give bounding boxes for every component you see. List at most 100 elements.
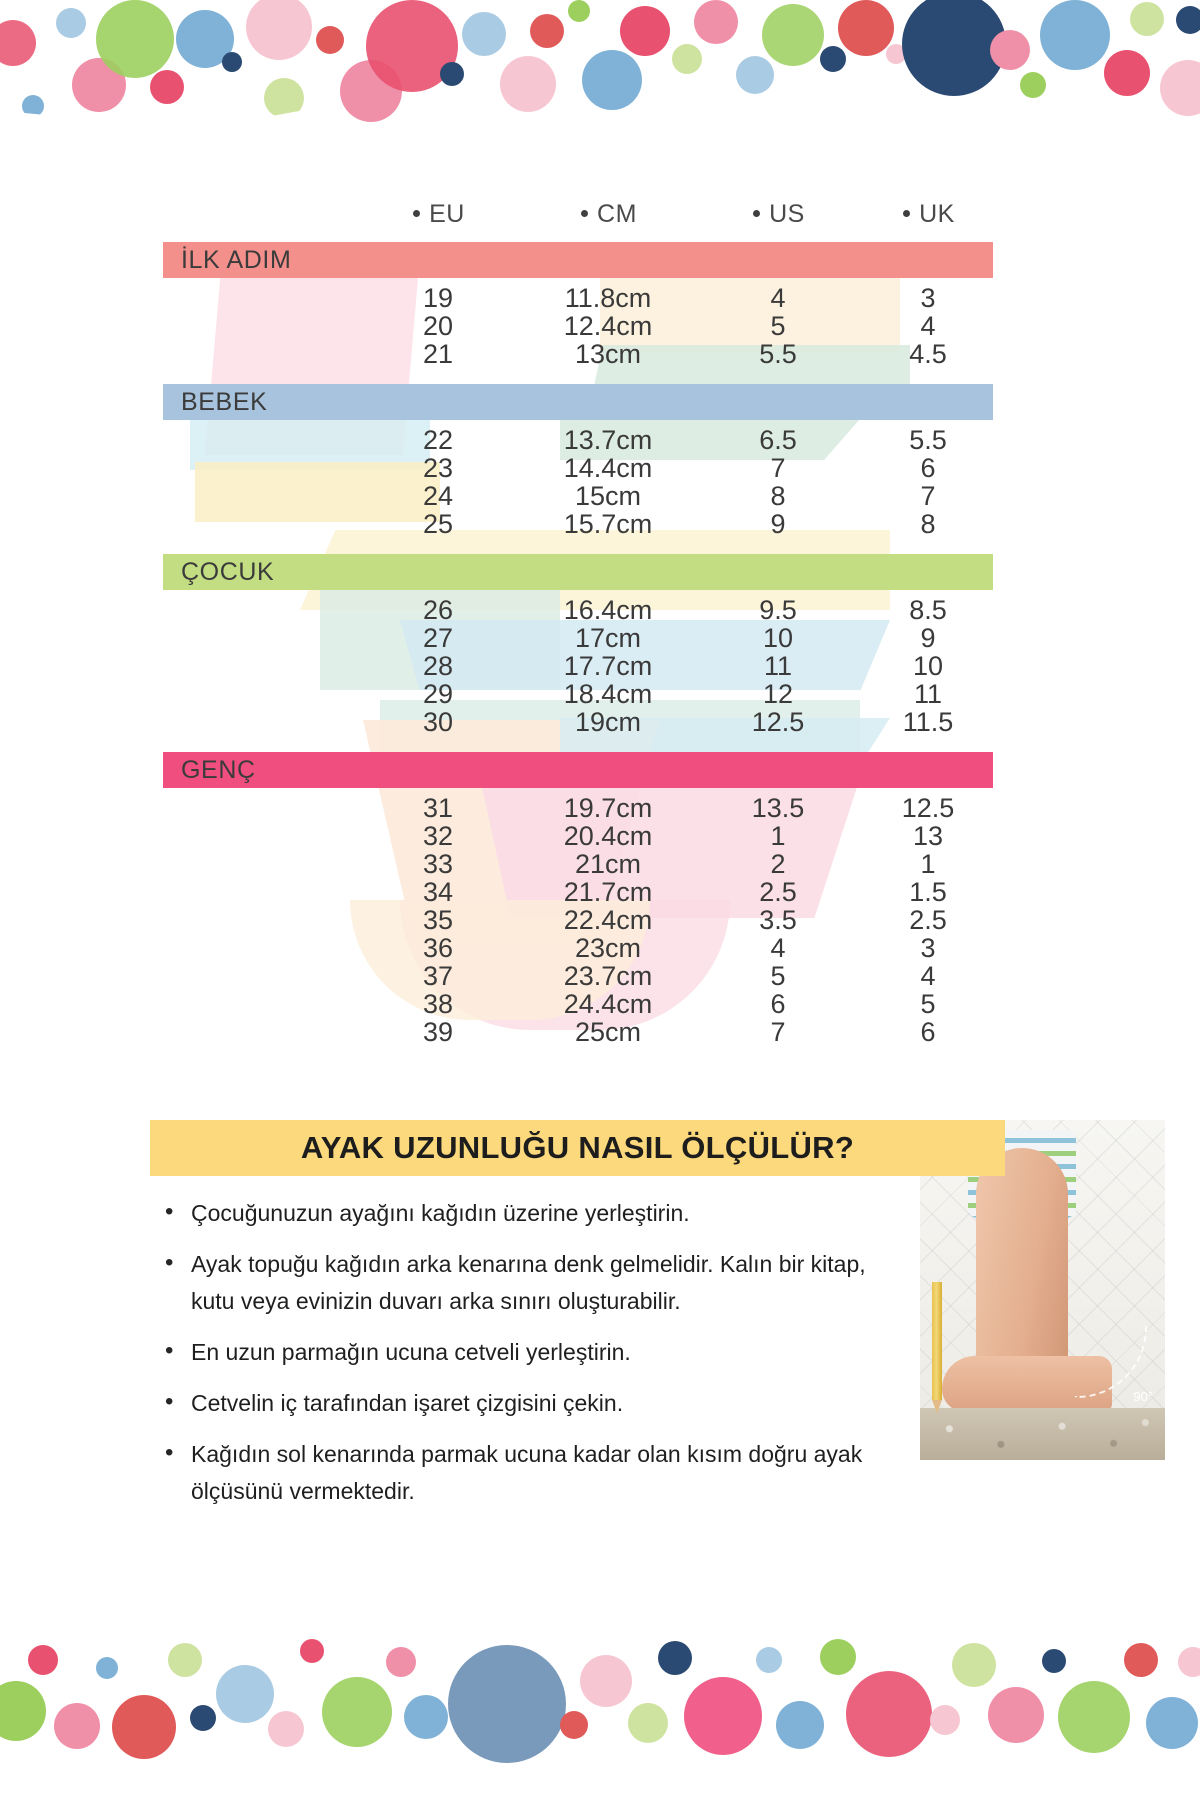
- cell-uk: 13: [912, 820, 944, 851]
- bullet-icon: •: [165, 1388, 174, 1415]
- table-header-row: EU CM US UK: [163, 200, 1003, 242]
- cell-us: 1: [770, 820, 786, 851]
- cell-uk: 5: [920, 988, 936, 1019]
- column-header-cm: CM: [513, 200, 703, 229]
- cell-us: 9.5: [759, 594, 797, 625]
- cell-eu: 26: [422, 594, 454, 625]
- cell-uk: 11.5: [902, 706, 954, 737]
- cell-uk: 5.5: [909, 424, 947, 455]
- cell-eu: 19: [422, 282, 454, 313]
- size-table: EU CM US UK İLK ADIM 19 11.8cm 4 3 20 12.4cm 5 4…: [163, 200, 1003, 1062]
- cell-eu: 25: [422, 508, 454, 539]
- instruction-text: Cetvelin iç tarafından işaret çizgisini …: [191, 1390, 624, 1416]
- table-row: 25 15.7cm 9 8: [163, 508, 1003, 539]
- foot-measurement-photo: 90°: [920, 1120, 1165, 1460]
- cell-us: 6: [770, 988, 786, 1019]
- cell-eu: 29: [422, 678, 454, 709]
- column-header-uk: UK: [853, 200, 1003, 229]
- column-header-eu-label: EU: [429, 200, 465, 228]
- table-row: 20 12.4cm 5 4: [163, 310, 1003, 341]
- cell-eu: 37: [422, 960, 454, 991]
- cell-uk: 9: [920, 622, 936, 653]
- cell-cm: 23cm: [574, 932, 642, 963]
- cell-us: 11: [763, 650, 793, 681]
- table-groups: İLK ADIM 19 11.8cm 4 3 20 12.4cm 5 4 21 13cm 5.5 4.5…: [163, 242, 1003, 1062]
- column-header-us: US: [703, 200, 853, 229]
- cell-eu: 33: [422, 848, 454, 879]
- cell-cm: 19.7cm: [563, 792, 653, 823]
- cell-cm: 13cm: [574, 338, 642, 369]
- cell-cm: 24.4cm: [563, 988, 653, 1019]
- cell-uk: 2.5: [909, 904, 947, 935]
- cell-uk: 3: [920, 932, 936, 963]
- group-rows-3: 31 19.7cm 13.5 12.5 32 20.4cm 1 13 33 21cm 2 1 34 21.…: [163, 788, 1003, 1052]
- instruction-text: En uzun parmağın ucuna cetveli yerleştir…: [191, 1339, 631, 1365]
- table-row: 35 22.4cm 3.5 2.5: [163, 904, 1003, 935]
- cell-uk: 6: [920, 1016, 936, 1047]
- instruction-item: • En uzun parmağın ucuna cetveli yerleşti…: [165, 1334, 895, 1371]
- bullet-icon: [903, 210, 911, 218]
- cell-cm: 11.8cm: [564, 282, 652, 313]
- cell-us: 12: [762, 678, 794, 709]
- table-row: 34 21.7cm 2.5 1.5: [163, 876, 1003, 907]
- table-row: 21 13cm 5.5 4.5: [163, 338, 1003, 369]
- cell-us: 5: [770, 960, 786, 991]
- cell-us: 7: [770, 1016, 786, 1047]
- instruction-item: • Kağıdın sol kenarında parmak ucuna kada…: [165, 1436, 895, 1510]
- cell-us: 4: [770, 932, 786, 963]
- cell-us: 6.5: [759, 424, 797, 455]
- cell-uk: 7: [920, 480, 936, 511]
- cell-us: 12.5: [751, 706, 805, 737]
- floor: [920, 1408, 1165, 1460]
- column-header-uk-label: UK: [919, 200, 955, 228]
- cell-uk: 3: [920, 282, 936, 313]
- instructions-list: • Çocuğunuzun ayağını kağıdın üzerine yer…: [165, 1195, 895, 1524]
- angle-label: 90°: [1133, 1389, 1153, 1404]
- cell-eu: 30: [422, 706, 454, 737]
- table-row: 37 23.7cm 5 4: [163, 960, 1003, 991]
- cell-us: 2: [770, 848, 786, 879]
- group-rows-0: 19 11.8cm 4 3 20 12.4cm 5 4 21 13cm 5.5 4.5: [163, 278, 1003, 374]
- instruction-text: Çocuğunuzun ayağını kağıdın üzerine yerl…: [191, 1200, 690, 1226]
- bullet-icon: [753, 210, 761, 218]
- table-row: 38 24.4cm 6 5: [163, 988, 1003, 1019]
- cell-uk: 4: [920, 960, 936, 991]
- cell-cm: 14.4cm: [563, 452, 653, 483]
- instruction-text: Ayak topuğu kağıdın arka kenarına denk g…: [191, 1251, 866, 1314]
- table-row: 24 15cm 8 7: [163, 480, 1003, 511]
- bullet-icon: •: [165, 1439, 174, 1466]
- cell-us: 5: [770, 310, 786, 341]
- cell-us: 2.5: [759, 876, 797, 907]
- cell-uk: 4: [920, 310, 936, 341]
- bullet-icon: •: [165, 1249, 174, 1276]
- instruction-item: • Çocuğunuzun ayağını kağıdın üzerine yer…: [165, 1195, 895, 1232]
- cell-eu: 31: [422, 792, 454, 823]
- cell-cm: 12.4cm: [563, 310, 653, 341]
- how-to-measure-banner: AYAK UZUNLUĞU NASIL ÖLÇÜLÜR?: [150, 1120, 1005, 1176]
- cell-us: 13.5: [751, 792, 805, 823]
- cell-cm: 19cm: [574, 706, 642, 737]
- table-row: 36 23cm 4 3: [163, 932, 1003, 963]
- cell-us: 10: [762, 622, 794, 653]
- table-row: 26 16.4cm 9.5 8.5: [163, 594, 1003, 625]
- table-row: 28 17.7cm 11 10: [163, 650, 1003, 681]
- group-gap: [163, 742, 1003, 752]
- group-header-1: BEBEK: [163, 384, 993, 420]
- how-to-measure-title: AYAK UZUNLUĞU NASIL ÖLÇÜLÜR?: [300, 1130, 855, 1165]
- table-row: 29 18.4cm 12 11: [163, 678, 1003, 709]
- bullet-icon: •: [165, 1198, 174, 1225]
- group-header-0: İLK ADIM: [163, 242, 993, 278]
- table-row: 27 17cm 10 9: [163, 622, 1003, 653]
- cell-eu: 38: [422, 988, 454, 1019]
- cell-uk: 8: [920, 508, 936, 539]
- cell-eu: 23: [422, 452, 454, 483]
- table-row: 39 25cm 7 6: [163, 1016, 1003, 1047]
- cell-eu: 34: [422, 876, 454, 907]
- cell-cm: 21.7cm: [563, 876, 653, 907]
- cell-cm: 21cm: [574, 848, 642, 879]
- cell-eu: 20: [422, 310, 454, 341]
- cell-uk: 10: [912, 650, 944, 681]
- cell-eu: 36: [422, 932, 454, 963]
- table-row: 23 14.4cm 7 6: [163, 452, 1003, 483]
- cell-cm: 16.4cm: [563, 594, 653, 625]
